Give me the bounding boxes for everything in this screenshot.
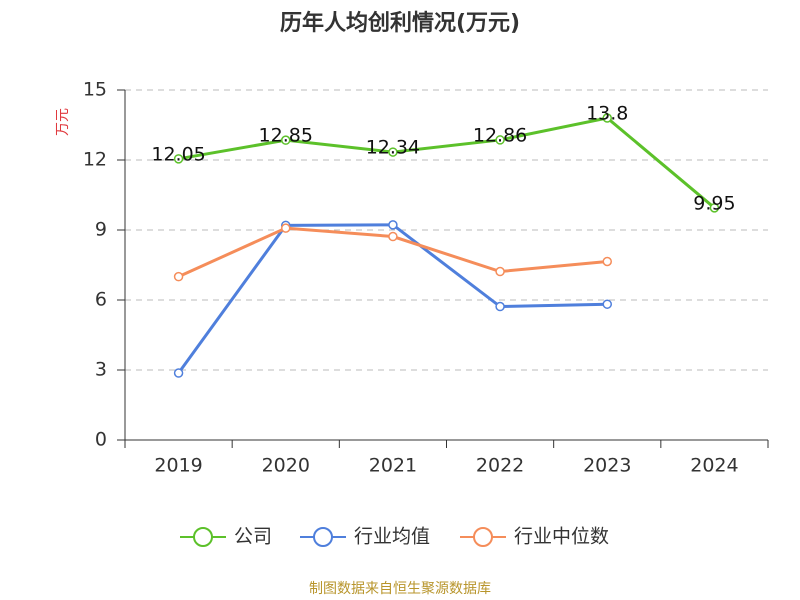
data-point xyxy=(495,301,505,312)
data-label: 9.95 xyxy=(693,192,735,214)
y-axis-label: 万元 xyxy=(55,108,71,136)
x-tick-label: 2019 xyxy=(154,455,202,477)
data-point xyxy=(602,299,612,309)
data-point xyxy=(495,266,505,277)
data-point xyxy=(495,135,505,145)
data-point xyxy=(602,113,612,123)
data-point xyxy=(388,231,398,242)
x-tick-label: 2024 xyxy=(690,455,738,477)
legend-label: 行业均值 xyxy=(354,526,430,548)
data-label: 12.85 xyxy=(259,125,313,147)
source-note: 制图数据来自恒生聚源数据库 xyxy=(309,581,491,597)
y-tick-label: 0 xyxy=(95,429,107,451)
series-line xyxy=(178,116,716,209)
data-point xyxy=(281,223,291,233)
data-label: 12.34 xyxy=(366,137,420,159)
legend-marker xyxy=(193,527,213,547)
y-tick-label: 9 xyxy=(95,219,107,241)
y-tick-label: 3 xyxy=(95,359,107,381)
x-tick-label: 2022 xyxy=(476,455,524,477)
x-tick-label: 2020 xyxy=(262,455,310,477)
data-point xyxy=(602,256,612,267)
legend-label: 行业中位数 xyxy=(514,526,609,548)
data-point xyxy=(388,220,398,230)
data-label: 12.05 xyxy=(151,143,205,165)
legend-marker xyxy=(313,527,333,547)
legend-label: 公司 xyxy=(234,526,272,548)
y-tick-label: 6 xyxy=(95,289,107,311)
chart-title: 历年人均创利情况(万元) xyxy=(280,10,520,36)
x-tick-label: 2023 xyxy=(583,455,631,477)
data-label: 13.8 xyxy=(586,103,628,125)
data-point xyxy=(173,271,184,282)
legend-marker xyxy=(473,527,493,547)
data-point xyxy=(281,135,291,145)
data-point xyxy=(173,368,184,378)
data-point xyxy=(709,203,720,213)
y-tick-label: 12 xyxy=(83,149,107,171)
data-point xyxy=(173,154,184,164)
y-tick-label: 15 xyxy=(83,79,107,101)
data-label: 12.86 xyxy=(473,124,527,146)
x-tick-label: 2021 xyxy=(369,455,417,477)
data-point xyxy=(388,147,398,157)
